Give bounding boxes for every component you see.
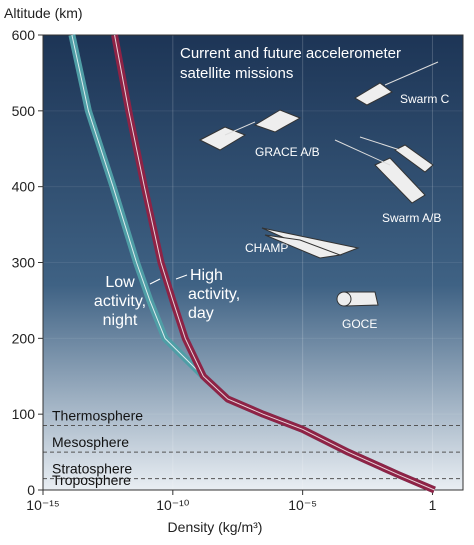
x-tick-label: 1 [429,497,437,513]
mission-label: GOCE [342,317,377,331]
y-tick-label: 0 [27,482,35,498]
series-label: Low [105,274,135,291]
y-tick-label: 400 [12,179,36,195]
y-tick-label: 500 [12,103,36,119]
layer-label: Stratosphere [52,461,132,477]
density-curve-edge [114,34,435,491]
layer-label: Troposphere [52,472,131,488]
x-tick-label: 10⁻¹⁰ [156,497,190,513]
y-tick-label: 100 [12,406,36,422]
series-label: High [190,267,223,284]
mission-label: Swarm C [400,92,450,106]
annotation-arrow [175,274,188,280]
series-label: day [188,305,214,322]
missions-title: satellite missions [180,65,293,82]
y-tick-label: 300 [12,255,36,271]
mission-label: CHAMP [245,241,288,255]
series-label: activity, [188,286,240,303]
plot-frame [42,34,464,491]
series-label: activity, [94,293,146,310]
satellite-icons [198,61,439,307]
mission-label: GRACE A/B [255,145,320,159]
y-axis-title: Altitude (km) [4,5,83,21]
layer-label: Thermosphere [52,408,143,424]
x-tick-label: 10⁻⁵ [288,497,317,513]
y-tick-label: 600 [12,27,36,43]
x-tick-label: 10⁻¹⁵ [26,497,59,513]
missions-title: Current and future accelerometer [180,45,401,62]
annotation-arrow [149,278,161,285]
mission-label: Swarm A/B [382,211,441,225]
x-axis-title: Density (kg/m³) [168,519,263,535]
plot-background [43,35,463,490]
layer-label: Mesosphere [52,434,129,450]
y-tick-label: 200 [12,330,36,346]
series-label: night [103,312,138,329]
